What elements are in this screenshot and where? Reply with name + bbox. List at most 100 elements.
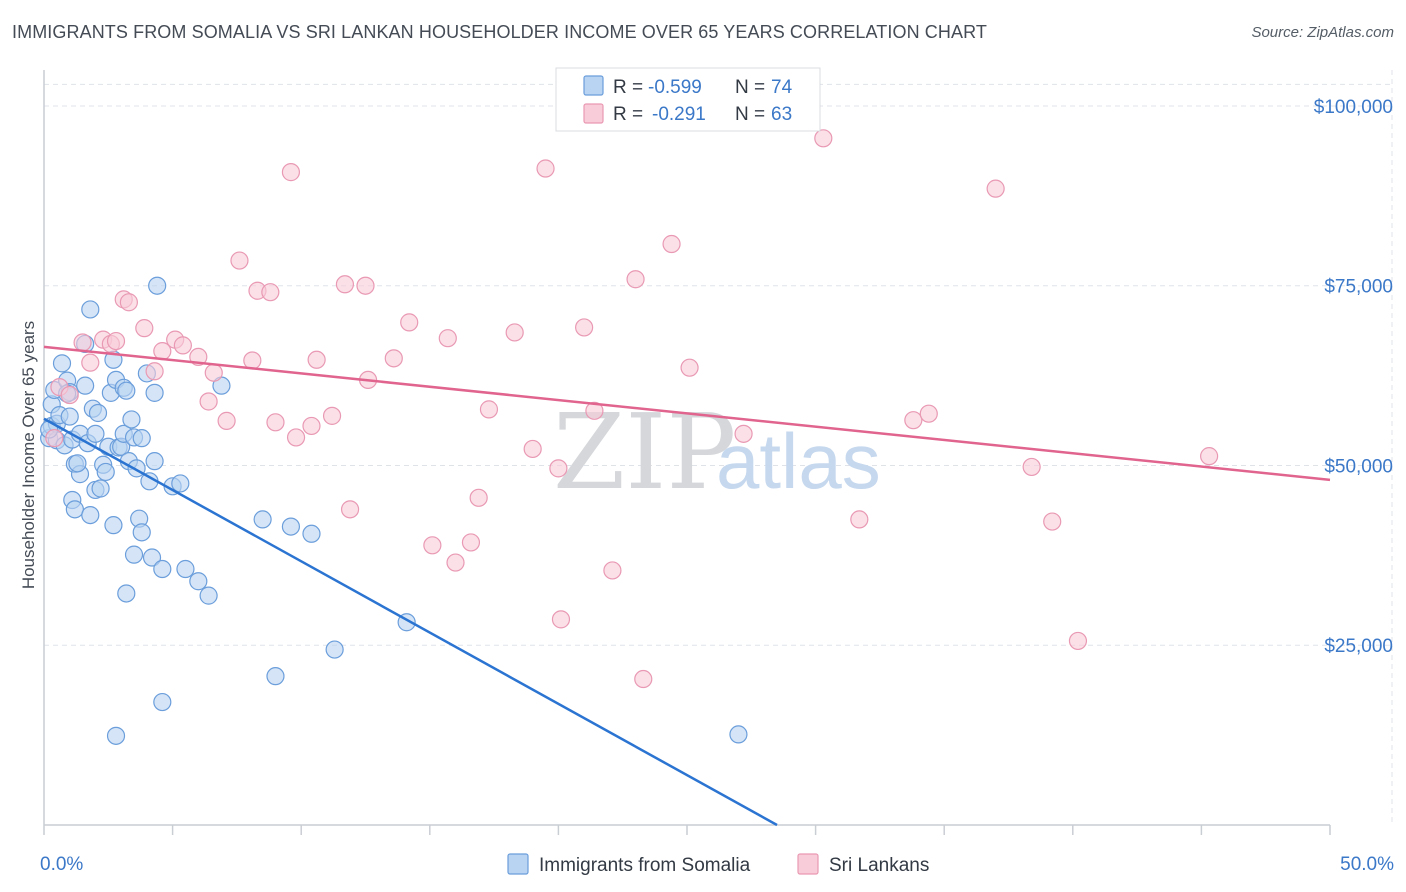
bottom-legend-label-srilanka: Sri Lankans [829, 855, 929, 876]
point-srilanka [340, 500, 360, 519]
point-srilanka [1043, 512, 1062, 531]
point-somalia [153, 559, 172, 579]
chart-title: IMMIGRANTS FROM SOMALIA VS SRI LANKAN HO… [12, 22, 987, 42]
x-tick-label-min: 0.0% [40, 854, 83, 875]
point-somalia [88, 403, 108, 423]
bottom-legend-swatch-somalia [507, 853, 529, 875]
legend-r-label-srilanka: R = [613, 104, 643, 125]
point-somalia [124, 545, 144, 564]
point-somalia [325, 640, 344, 659]
point-srilanka [356, 276, 375, 295]
point-srilanka [446, 553, 465, 572]
point-srilanka [603, 561, 622, 580]
point-srilanka [106, 331, 126, 351]
y-tick-label: $25,000 [1324, 636, 1393, 657]
point-somalia [68, 454, 87, 473]
y-axis-tick-labels: $100,000 $75,000 $50,000 $25,000 [1314, 97, 1393, 657]
point-srilanka [261, 283, 280, 302]
point-somalia [96, 462, 115, 482]
point-somalia [281, 517, 301, 536]
point-srilanka [680, 358, 699, 377]
series-legend: Immigrants from Somalia Sri Lankans [507, 853, 929, 876]
point-somalia [52, 354, 72, 373]
point-srilanka [919, 404, 938, 423]
point-srilanka [505, 323, 524, 342]
point-srilanka [145, 362, 164, 381]
point-somalia [91, 479, 110, 498]
point-somalia [65, 500, 84, 519]
point-somalia [266, 667, 285, 686]
point-somalia [132, 429, 151, 448]
point-srilanka [469, 488, 488, 507]
legend-n-value-somalia: 74 [771, 77, 793, 98]
point-srilanka [173, 336, 192, 355]
point-srilanka [523, 439, 542, 459]
point-somalia [153, 692, 172, 712]
y-axis-title: Householder Income Over 65 years [19, 321, 38, 589]
point-srilanka [307, 350, 326, 369]
point-srilanka [734, 424, 753, 443]
point-srilanka [322, 406, 342, 425]
point-srilanka [479, 400, 499, 419]
legend-n-label-srilanka: N = [735, 104, 765, 125]
point-srilanka [73, 333, 92, 352]
point-srilanka [904, 411, 923, 430]
point-srilanka [1200, 447, 1219, 466]
point-srilanka [302, 416, 321, 436]
point-somalia [145, 383, 164, 402]
point-somalia [132, 523, 151, 542]
point-somalia [145, 452, 164, 471]
point-somalia [106, 726, 126, 745]
point-srilanka [204, 363, 223, 382]
point-srilanka [81, 353, 100, 372]
point-srilanka [230, 251, 249, 270]
point-somalia [81, 300, 100, 319]
point-srilanka [45, 429, 64, 448]
source-credit: Source: ZipAtlas.com [1251, 24, 1394, 41]
point-srilanka [335, 275, 355, 294]
point-srilanka [814, 129, 833, 148]
watermark-zip: ZIP [553, 391, 736, 513]
point-somalia [122, 410, 141, 429]
point-somalia [117, 584, 136, 603]
legend-r-value-somalia: -0.599 [648, 77, 702, 98]
point-srilanka [575, 318, 594, 337]
point-srilanka [549, 459, 568, 478]
point-somalia [171, 474, 190, 493]
point-somalia [729, 725, 748, 744]
legend-swatch-srilanka [583, 103, 604, 124]
point-srilanka [438, 329, 457, 348]
trendline-somalia [43, 417, 778, 827]
point-srilanka [423, 536, 442, 555]
y-tick-label: $100,000 [1314, 97, 1393, 118]
point-somalia [76, 376, 95, 395]
point-srilanka [400, 313, 419, 332]
point-somalia [302, 524, 321, 543]
y-tick-label: $75,000 [1324, 277, 1393, 298]
point-srilanka [286, 428, 306, 447]
point-srilanka [281, 163, 301, 182]
series-srilanka [45, 129, 1219, 689]
point-somalia [117, 381, 136, 400]
point-srilanka [662, 234, 681, 254]
point-srilanka [551, 610, 571, 629]
point-srilanka [243, 351, 262, 370]
legend-n-label-somalia: N = [735, 77, 765, 98]
point-somalia [253, 510, 272, 529]
x-tick-label-max: 50.0% [1340, 854, 1394, 875]
legend-r-label-somalia: R = [613, 77, 643, 98]
point-srilanka [199, 392, 218, 411]
point-srilanka [266, 413, 285, 432]
point-srilanka [384, 349, 403, 368]
legend-n-value-srilanka: 63 [771, 104, 792, 125]
point-somalia [81, 505, 100, 525]
point-somalia [189, 572, 208, 591]
point-srilanka [217, 411, 236, 430]
point-srilanka [119, 293, 138, 312]
point-somalia [60, 407, 79, 426]
point-srilanka [461, 533, 481, 552]
point-srilanka [1022, 457, 1041, 477]
y-tick-label: $50,000 [1324, 456, 1393, 477]
point-somalia [199, 586, 218, 605]
